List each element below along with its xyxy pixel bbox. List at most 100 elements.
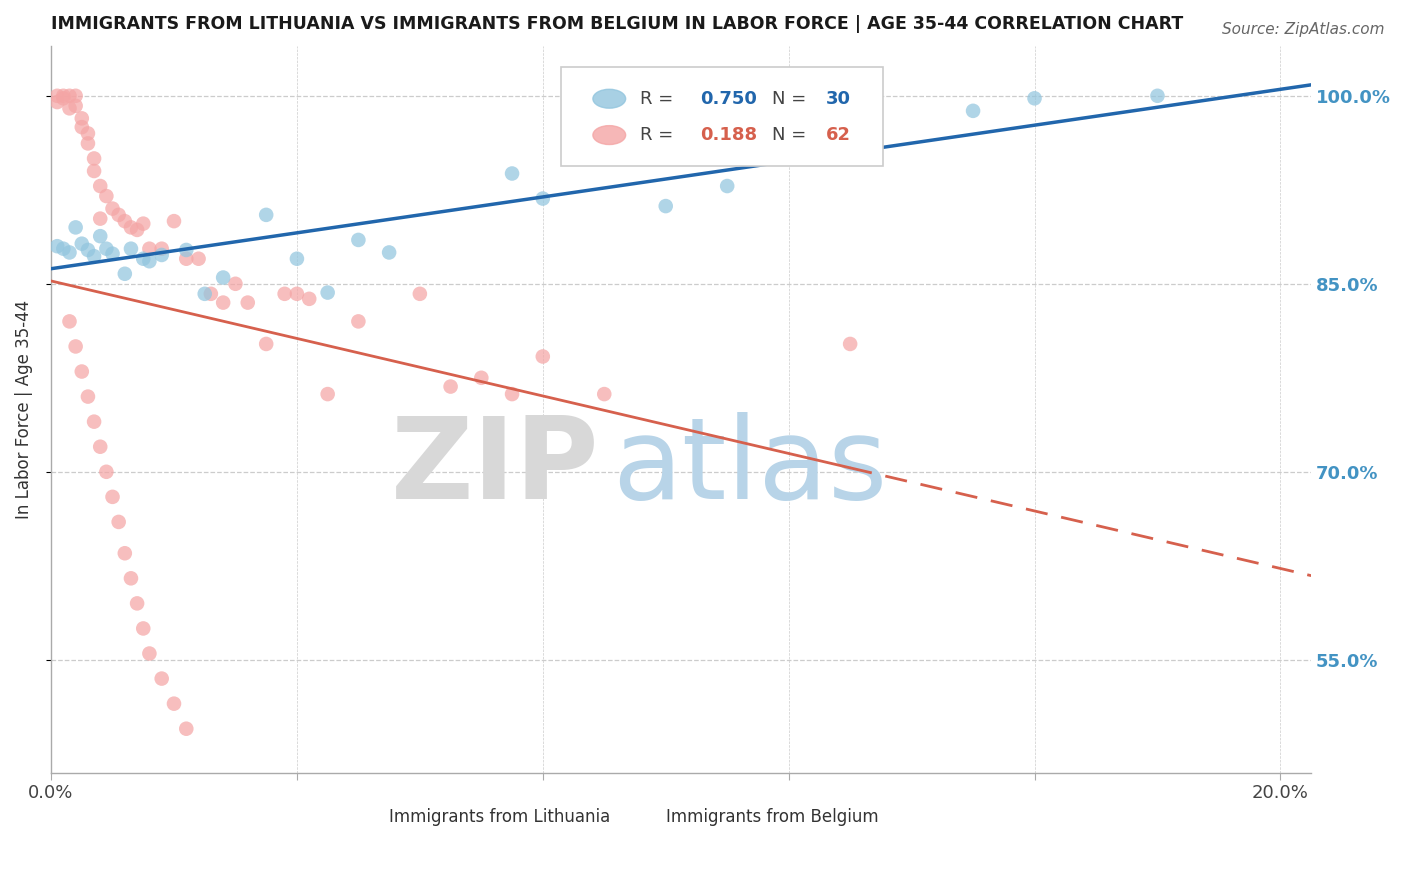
Point xyxy=(70,365,93,379)
Point xyxy=(65,88,87,103)
Point xyxy=(1024,91,1046,105)
Point xyxy=(107,208,129,222)
Point xyxy=(150,242,173,256)
Circle shape xyxy=(593,89,626,108)
Point xyxy=(83,415,105,429)
Text: atlas: atlas xyxy=(612,412,887,523)
Point xyxy=(531,192,554,206)
Point xyxy=(127,223,149,237)
Text: N =: N = xyxy=(772,90,811,108)
Point xyxy=(254,337,277,351)
Point xyxy=(470,371,492,385)
Point xyxy=(501,387,523,401)
Point xyxy=(593,387,616,401)
Point xyxy=(77,243,100,257)
Text: Source: ZipAtlas.com: Source: ZipAtlas.com xyxy=(1222,22,1385,37)
Point xyxy=(1146,88,1168,103)
Point xyxy=(89,179,111,194)
Point xyxy=(224,277,246,291)
Point xyxy=(127,596,149,610)
Text: 0.188: 0.188 xyxy=(700,126,756,145)
FancyBboxPatch shape xyxy=(612,809,657,825)
Point xyxy=(107,515,129,529)
FancyBboxPatch shape xyxy=(335,809,380,825)
Point xyxy=(120,571,142,585)
Point xyxy=(132,622,155,636)
Point xyxy=(439,379,461,393)
Point xyxy=(236,295,259,310)
Point xyxy=(46,239,69,253)
Point xyxy=(285,286,308,301)
FancyBboxPatch shape xyxy=(561,68,883,166)
Point xyxy=(77,390,100,404)
Point xyxy=(58,314,80,328)
Point xyxy=(77,136,100,151)
Point xyxy=(132,252,155,266)
Point xyxy=(70,236,93,251)
Text: 30: 30 xyxy=(825,90,851,108)
Point xyxy=(654,199,676,213)
Point xyxy=(187,252,209,266)
Point xyxy=(501,167,523,181)
Point xyxy=(83,164,105,178)
Y-axis label: In Labor Force | Age 35-44: In Labor Force | Age 35-44 xyxy=(15,300,32,518)
Point xyxy=(839,337,862,351)
Point xyxy=(174,243,197,257)
Point xyxy=(96,242,118,256)
Text: 62: 62 xyxy=(825,126,851,145)
Point xyxy=(52,91,75,105)
Text: 0.750: 0.750 xyxy=(700,90,756,108)
Point xyxy=(58,245,80,260)
Point xyxy=(194,286,217,301)
Text: R =: R = xyxy=(640,126,679,145)
Point xyxy=(65,220,87,235)
Point xyxy=(89,211,111,226)
Point xyxy=(531,350,554,364)
Point xyxy=(101,246,124,260)
Point xyxy=(114,546,136,560)
Point xyxy=(200,286,222,301)
Point xyxy=(163,214,186,228)
Point xyxy=(150,248,173,262)
Point xyxy=(150,672,173,686)
Point xyxy=(138,254,160,268)
Point xyxy=(96,189,118,203)
Point xyxy=(163,697,186,711)
Point xyxy=(120,242,142,256)
Point xyxy=(101,202,124,216)
Point xyxy=(89,229,111,244)
Point xyxy=(96,465,118,479)
Point xyxy=(101,490,124,504)
Point xyxy=(316,387,339,401)
Point xyxy=(138,242,160,256)
Point xyxy=(347,314,370,328)
Text: IMMIGRANTS FROM LITHUANIA VS IMMIGRANTS FROM BELGIUM IN LABOR FORCE | AGE 35-44 : IMMIGRANTS FROM LITHUANIA VS IMMIGRANTS … xyxy=(51,15,1184,33)
Point xyxy=(174,722,197,736)
Point xyxy=(174,252,197,266)
Point xyxy=(962,103,984,118)
Point xyxy=(285,252,308,266)
Point xyxy=(254,208,277,222)
Point xyxy=(83,152,105,166)
Point xyxy=(138,647,160,661)
Point xyxy=(70,112,93,126)
Point xyxy=(298,292,321,306)
Text: N =: N = xyxy=(772,126,811,145)
Point xyxy=(716,179,738,194)
Point xyxy=(52,88,75,103)
Point xyxy=(83,249,105,263)
Point xyxy=(212,295,235,310)
Point xyxy=(114,267,136,281)
Point xyxy=(46,95,69,109)
Point xyxy=(409,286,432,301)
Text: Immigrants from Lithuania: Immigrants from Lithuania xyxy=(388,808,610,826)
Point xyxy=(58,101,80,115)
Point xyxy=(89,440,111,454)
Point xyxy=(378,245,401,260)
Text: ZIP: ZIP xyxy=(391,412,599,523)
Point xyxy=(114,214,136,228)
Text: Immigrants from Belgium: Immigrants from Belgium xyxy=(666,808,879,826)
Point xyxy=(316,285,339,300)
Point xyxy=(273,286,295,301)
Text: R =: R = xyxy=(640,90,679,108)
